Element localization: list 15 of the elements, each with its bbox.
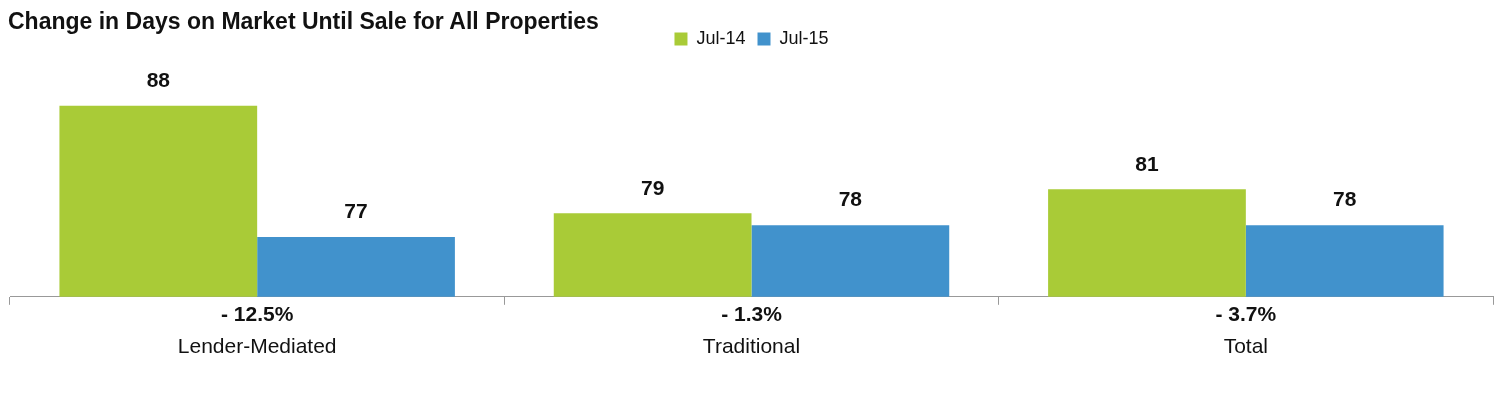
chart-title: Change in Days on Market Until Sale for All Properties (8, 8, 599, 35)
annotation: - 3.7% (1215, 302, 1277, 326)
data-label: 88 (146, 68, 171, 92)
legend-label: Jul-15 (779, 27, 829, 48)
x-tick-label: Lender-Mediated (177, 334, 337, 358)
annotation: - 1.3% (721, 302, 783, 326)
x-tick-label: Traditional (702, 334, 801, 358)
data-label: 77 (344, 199, 368, 223)
annotation: - 12.5% (220, 302, 294, 326)
legend-label: Jul-14 (696, 27, 746, 48)
data-label: 78 (838, 187, 863, 211)
data-label: 81 (1135, 151, 1159, 175)
data-label: 79 (640, 175, 665, 199)
data-label: 78 (1333, 187, 1357, 211)
x-tick-label: Total (1223, 334, 1269, 358)
